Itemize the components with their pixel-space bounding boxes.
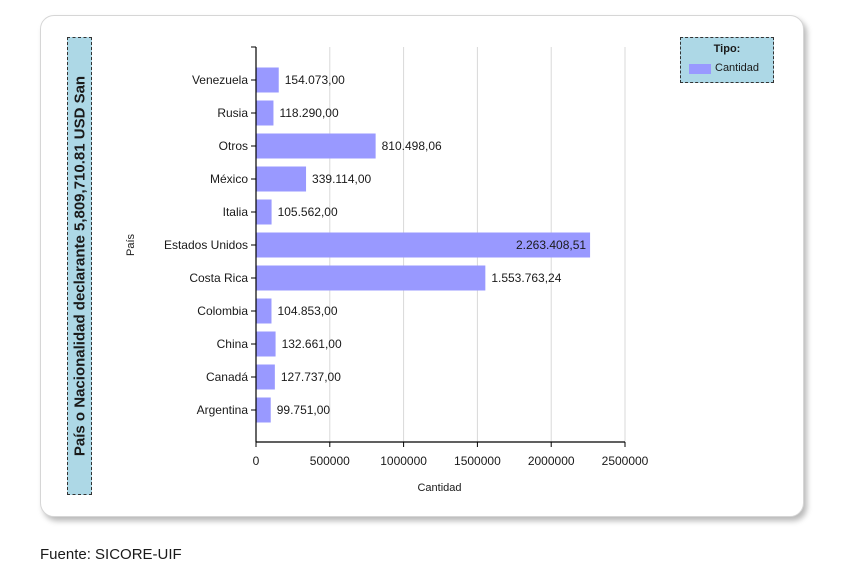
y-axis-title: País: [125, 233, 137, 256]
legend-label: Cantidad: [715, 62, 760, 74]
bar: [256, 364, 275, 390]
category-label: Otros: [219, 139, 248, 153]
bar: [256, 199, 272, 225]
category-label: Estados Unidos: [164, 238, 248, 252]
x-axis-title: Cantidad: [417, 482, 461, 494]
value-label: 154.073,00: [285, 73, 345, 87]
bar: [256, 166, 307, 192]
x-tick-label: 0: [253, 454, 260, 468]
bar: [256, 298, 272, 324]
value-label: 132.661,00: [282, 337, 342, 351]
value-label: 104.853,00: [277, 304, 337, 318]
bar: [256, 265, 486, 291]
category-label: China: [217, 337, 249, 351]
value-label: 127.737,00: [281, 370, 341, 384]
x-tick-label: 2000000: [528, 454, 575, 468]
bar: [256, 133, 376, 159]
bar: [256, 331, 276, 357]
value-label: 1.553.763,24: [491, 271, 561, 285]
x-tick-label: 2500000: [602, 454, 649, 468]
category-label: Italia: [223, 205, 249, 219]
bar: [256, 397, 271, 423]
x-tick-label: 1500000: [454, 454, 501, 468]
legend-swatch: [689, 64, 711, 74]
bar: [256, 67, 279, 93]
value-label: 99.751,00: [277, 403, 331, 417]
category-label: Argentina: [197, 403, 249, 417]
legend: Tipo: Cantidad: [680, 37, 774, 83]
source-note: Fuente: SICORE-UIF: [40, 546, 182, 563]
category-label: Colombia: [197, 304, 248, 318]
category-label: Canadá: [206, 370, 248, 384]
bar: [256, 232, 591, 258]
category-label: Costa Rica: [189, 271, 248, 285]
value-label: 339.114,00: [312, 172, 371, 186]
legend-title: Tipo:: [713, 43, 741, 55]
category-label: Venezuela: [192, 73, 248, 87]
bar: [256, 100, 274, 126]
chart-title-panel: País o Nacionalidad declarante 5,809,710…: [67, 37, 92, 495]
category-label: México: [210, 172, 248, 186]
value-label: 105.562,00: [278, 205, 338, 219]
category-label: Rusia: [217, 106, 248, 120]
value-label: 2.263.408,51: [516, 238, 586, 252]
value-label: 810.498,06: [382, 139, 442, 153]
x-tick-label: 1000000: [380, 454, 427, 468]
x-tick-label: 500000: [310, 454, 350, 468]
value-label: 118.290,00: [279, 106, 338, 120]
